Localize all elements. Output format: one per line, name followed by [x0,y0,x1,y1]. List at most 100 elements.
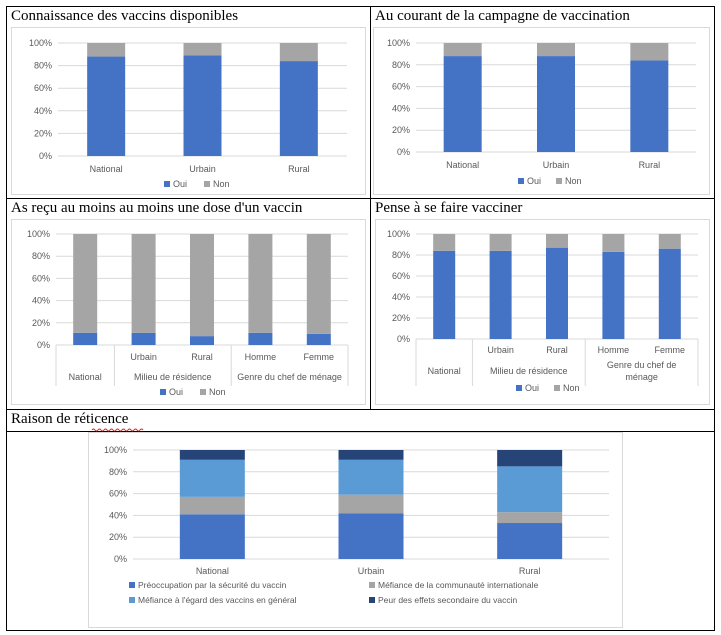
bar-segment [248,234,273,333]
table-border-middle [370,6,371,410]
legend-swatch [204,181,210,187]
y-tick-label: 100% [387,229,410,239]
bar-segment [179,450,245,460]
group-label: Milieu de résidence [134,372,212,382]
y-tick-label: 100% [27,229,50,239]
bar-segment [179,514,245,559]
bar-segment [497,450,563,467]
chart-frame: 0% 20% 40% 60% 80% 100% National Urbain Rural Pré… [88,432,623,628]
legend-label: Non [213,179,230,189]
legend-label: Méfiance à l'égard des vaccins en généra… [138,595,297,605]
group-label: ménage [625,372,658,382]
legend-swatch [369,582,375,588]
y-tick-label: 60% [392,82,410,92]
bar-segment [497,523,563,559]
y-tick-label: 0% [37,340,50,350]
table-border-row2 [6,409,715,410]
bar-segment [131,234,156,333]
bar-segment [433,234,456,251]
y-tick-label: 40% [392,103,410,113]
bar-segment [306,234,331,334]
bar-segment [433,250,456,339]
x-category-label: National [196,566,229,576]
bar-segment [537,56,575,152]
legend-label: Méfiance de la communauté internationale [378,580,538,590]
bar-segment [183,43,222,56]
x-category-label: Rural [288,164,310,174]
legend-swatch [369,597,375,603]
y-tick-label: 100% [387,38,410,48]
cell-title: Connaissance des vaccins disponibles [11,8,239,24]
chart-frame: 0% 20% 40% 60% 80% 100% Urbain Rural Homme Femme N… [375,219,710,405]
x-category-label: Femme [304,352,335,362]
bar-segment [489,250,512,339]
legend-label: Oui [527,176,541,186]
bar-segment [338,513,404,559]
y-tick-label: 20% [392,313,410,323]
y-tick-label: 40% [34,106,52,116]
x-category-label: Rural [546,345,568,355]
bar-segment [87,56,126,156]
cell-campaign-awareness: Au courant de la campagne de vaccination… [371,7,714,198]
group-label: Milieu de résidence [490,366,568,376]
legend-swatch [129,582,135,588]
bar-segment [87,43,126,57]
legend-label: Préoccupation par la sécurité du vaccin [138,580,287,590]
spellcheck-underline [91,428,144,432]
cell-title: As reçu au moins au moins une dose d'un … [11,200,303,216]
legend-label: Oui [525,383,539,393]
y-tick-label: 40% [392,292,410,302]
chart-dose-received: 0% 20% 40% 60% 80% 100% Urbain Rural Homme Femme N… [27,229,349,397]
group-label: National [428,366,461,376]
bar-segment [338,494,404,514]
bar-segment [497,466,563,513]
bar-segment [497,512,563,524]
cell-title: Au courant de la campagne de vaccination [375,8,630,24]
bar-segment [546,234,568,248]
legend-label: Non [565,176,582,186]
x-category-label: Rural [519,566,541,576]
y-tick-label: 20% [32,318,50,328]
table-border-right [714,6,715,631]
x-category-label: National [90,164,123,174]
y-tick-label: 20% [392,125,410,135]
bar-segment [183,55,222,156]
y-tick-label: 20% [34,128,52,138]
legend-label: Non [209,387,226,397]
group-label: Genre du chef de [607,360,677,370]
y-tick-label: 0% [114,554,127,564]
legend-swatch [129,597,135,603]
cell-title: Raison de réticence [11,411,129,427]
bar-segment [602,234,625,252]
bar-segment [489,234,512,251]
x-category-label: Femme [655,345,686,355]
y-tick-label: 80% [34,61,52,71]
table-border-row1 [6,198,715,199]
x-category-label: National [446,160,479,170]
cell-intend-vaccinate: Pense à se faire vacciner 0% 20% 40% 60% 80%… [371,199,714,409]
x-category-label: Urbain [487,345,514,355]
legend-swatch [164,181,170,187]
group-label: Genre du chef de ménage [237,372,342,382]
chart-frame: 0% 20% 40% 60% 80% 100% Urbain Rural Homme Femme N… [11,219,366,405]
bar-segment [306,333,331,345]
bar-segment [190,336,214,345]
bar-segment [658,248,681,339]
bar-segment [73,332,98,345]
legend-label: Oui [173,179,187,189]
bar-segment [546,247,568,339]
bar-segment [630,43,669,61]
y-tick-label: 0% [397,147,410,157]
bar-segment [658,234,681,249]
x-category-label: Urbain [543,160,570,170]
y-tick-label: 100% [29,38,52,48]
bar-segment [338,450,404,460]
legend-swatch [556,178,562,184]
table-border-bottom [6,630,715,631]
bar-segment [179,459,245,497]
chart-frame: 0% 20% 40% 60% 80% 100% National Urbain Rural Oui… [11,27,366,195]
cell-title: Pense à se faire vacciner [375,200,523,216]
legend-swatch [160,389,166,395]
cell-vaccine-awareness: Connaissance des vaccins disponibles 0% 2… [7,7,370,198]
y-tick-label: 40% [32,296,50,306]
